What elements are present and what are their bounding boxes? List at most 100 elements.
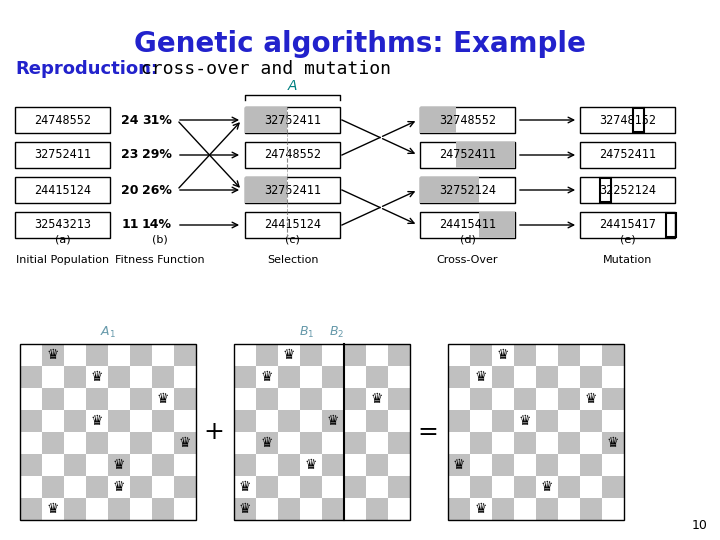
Bar — [108, 388, 130, 410]
Text: 24415124: 24415124 — [34, 184, 91, 197]
Bar — [256, 476, 278, 498]
Text: ♛: ♛ — [371, 392, 383, 406]
Bar — [558, 344, 580, 366]
Bar — [42, 366, 64, 388]
Bar — [152, 454, 174, 476]
Bar — [20, 410, 42, 432]
Bar — [174, 410, 196, 432]
Bar — [558, 366, 580, 388]
Bar — [448, 344, 624, 520]
Bar — [448, 498, 470, 520]
Bar — [580, 142, 675, 168]
Bar — [152, 366, 174, 388]
Bar — [152, 388, 174, 410]
Bar — [514, 344, 536, 366]
Bar — [42, 388, 64, 410]
Bar — [420, 142, 515, 168]
Bar — [602, 454, 624, 476]
Bar — [448, 366, 470, 388]
Bar — [42, 410, 64, 432]
Text: 26%: 26% — [142, 184, 172, 197]
Bar — [344, 344, 366, 366]
Text: 24415124: 24415124 — [264, 219, 321, 232]
Bar — [86, 476, 108, 498]
Bar — [42, 344, 64, 366]
Bar — [64, 410, 86, 432]
Bar — [470, 476, 492, 498]
Bar — [64, 344, 86, 366]
Bar — [245, 142, 340, 168]
Bar — [388, 476, 410, 498]
Bar — [602, 366, 624, 388]
Bar — [492, 366, 514, 388]
Bar — [152, 476, 174, 498]
Bar — [470, 388, 492, 410]
Bar — [322, 366, 344, 388]
Bar — [580, 476, 602, 498]
Bar — [536, 388, 558, 410]
Bar — [492, 454, 514, 476]
Bar — [322, 454, 344, 476]
Bar — [130, 476, 152, 498]
Bar — [300, 454, 322, 476]
Bar — [480, 212, 515, 238]
Bar — [388, 410, 410, 432]
Bar — [42, 432, 64, 454]
Bar — [536, 366, 558, 388]
Bar — [108, 498, 130, 520]
Bar — [602, 388, 624, 410]
Bar — [514, 410, 536, 432]
Text: A: A — [288, 79, 297, 93]
Text: (d): (d) — [459, 234, 475, 244]
Bar — [514, 454, 536, 476]
Text: ♛: ♛ — [113, 480, 125, 494]
Text: +: + — [204, 420, 225, 444]
Text: ♛: ♛ — [113, 458, 125, 472]
Bar — [344, 410, 366, 432]
Bar — [64, 498, 86, 520]
Bar — [174, 498, 196, 520]
Bar — [366, 432, 388, 454]
Text: ♛: ♛ — [474, 502, 487, 516]
Bar — [234, 454, 256, 476]
Bar — [108, 432, 130, 454]
Bar — [580, 366, 602, 388]
Bar — [420, 107, 456, 133]
Bar — [600, 178, 611, 202]
Bar — [174, 388, 196, 410]
Bar — [492, 476, 514, 498]
Bar — [234, 476, 256, 498]
Bar — [420, 212, 515, 238]
Bar — [366, 344, 388, 366]
Bar — [558, 388, 580, 410]
Bar — [278, 366, 300, 388]
Bar — [456, 142, 515, 168]
Bar — [602, 410, 624, 432]
Text: ♛: ♛ — [607, 436, 619, 450]
Bar — [536, 498, 558, 520]
Bar — [366, 498, 388, 520]
Bar — [322, 388, 344, 410]
Bar — [602, 476, 624, 498]
Bar — [130, 410, 152, 432]
Bar — [580, 388, 602, 410]
Bar — [174, 344, 196, 366]
Bar — [300, 366, 322, 388]
Text: 10: 10 — [692, 519, 708, 532]
Bar — [108, 366, 130, 388]
Bar — [234, 344, 256, 366]
Bar — [514, 432, 536, 454]
Text: 29%: 29% — [142, 148, 172, 161]
Bar — [514, 498, 536, 520]
Bar — [344, 388, 366, 410]
Bar — [234, 410, 256, 432]
Bar — [15, 107, 110, 133]
Bar — [388, 366, 410, 388]
Text: 31%: 31% — [142, 113, 172, 126]
Bar — [580, 498, 602, 520]
Bar — [580, 454, 602, 476]
Bar — [492, 388, 514, 410]
Bar — [536, 410, 558, 432]
Bar — [492, 344, 514, 366]
Bar — [86, 344, 108, 366]
